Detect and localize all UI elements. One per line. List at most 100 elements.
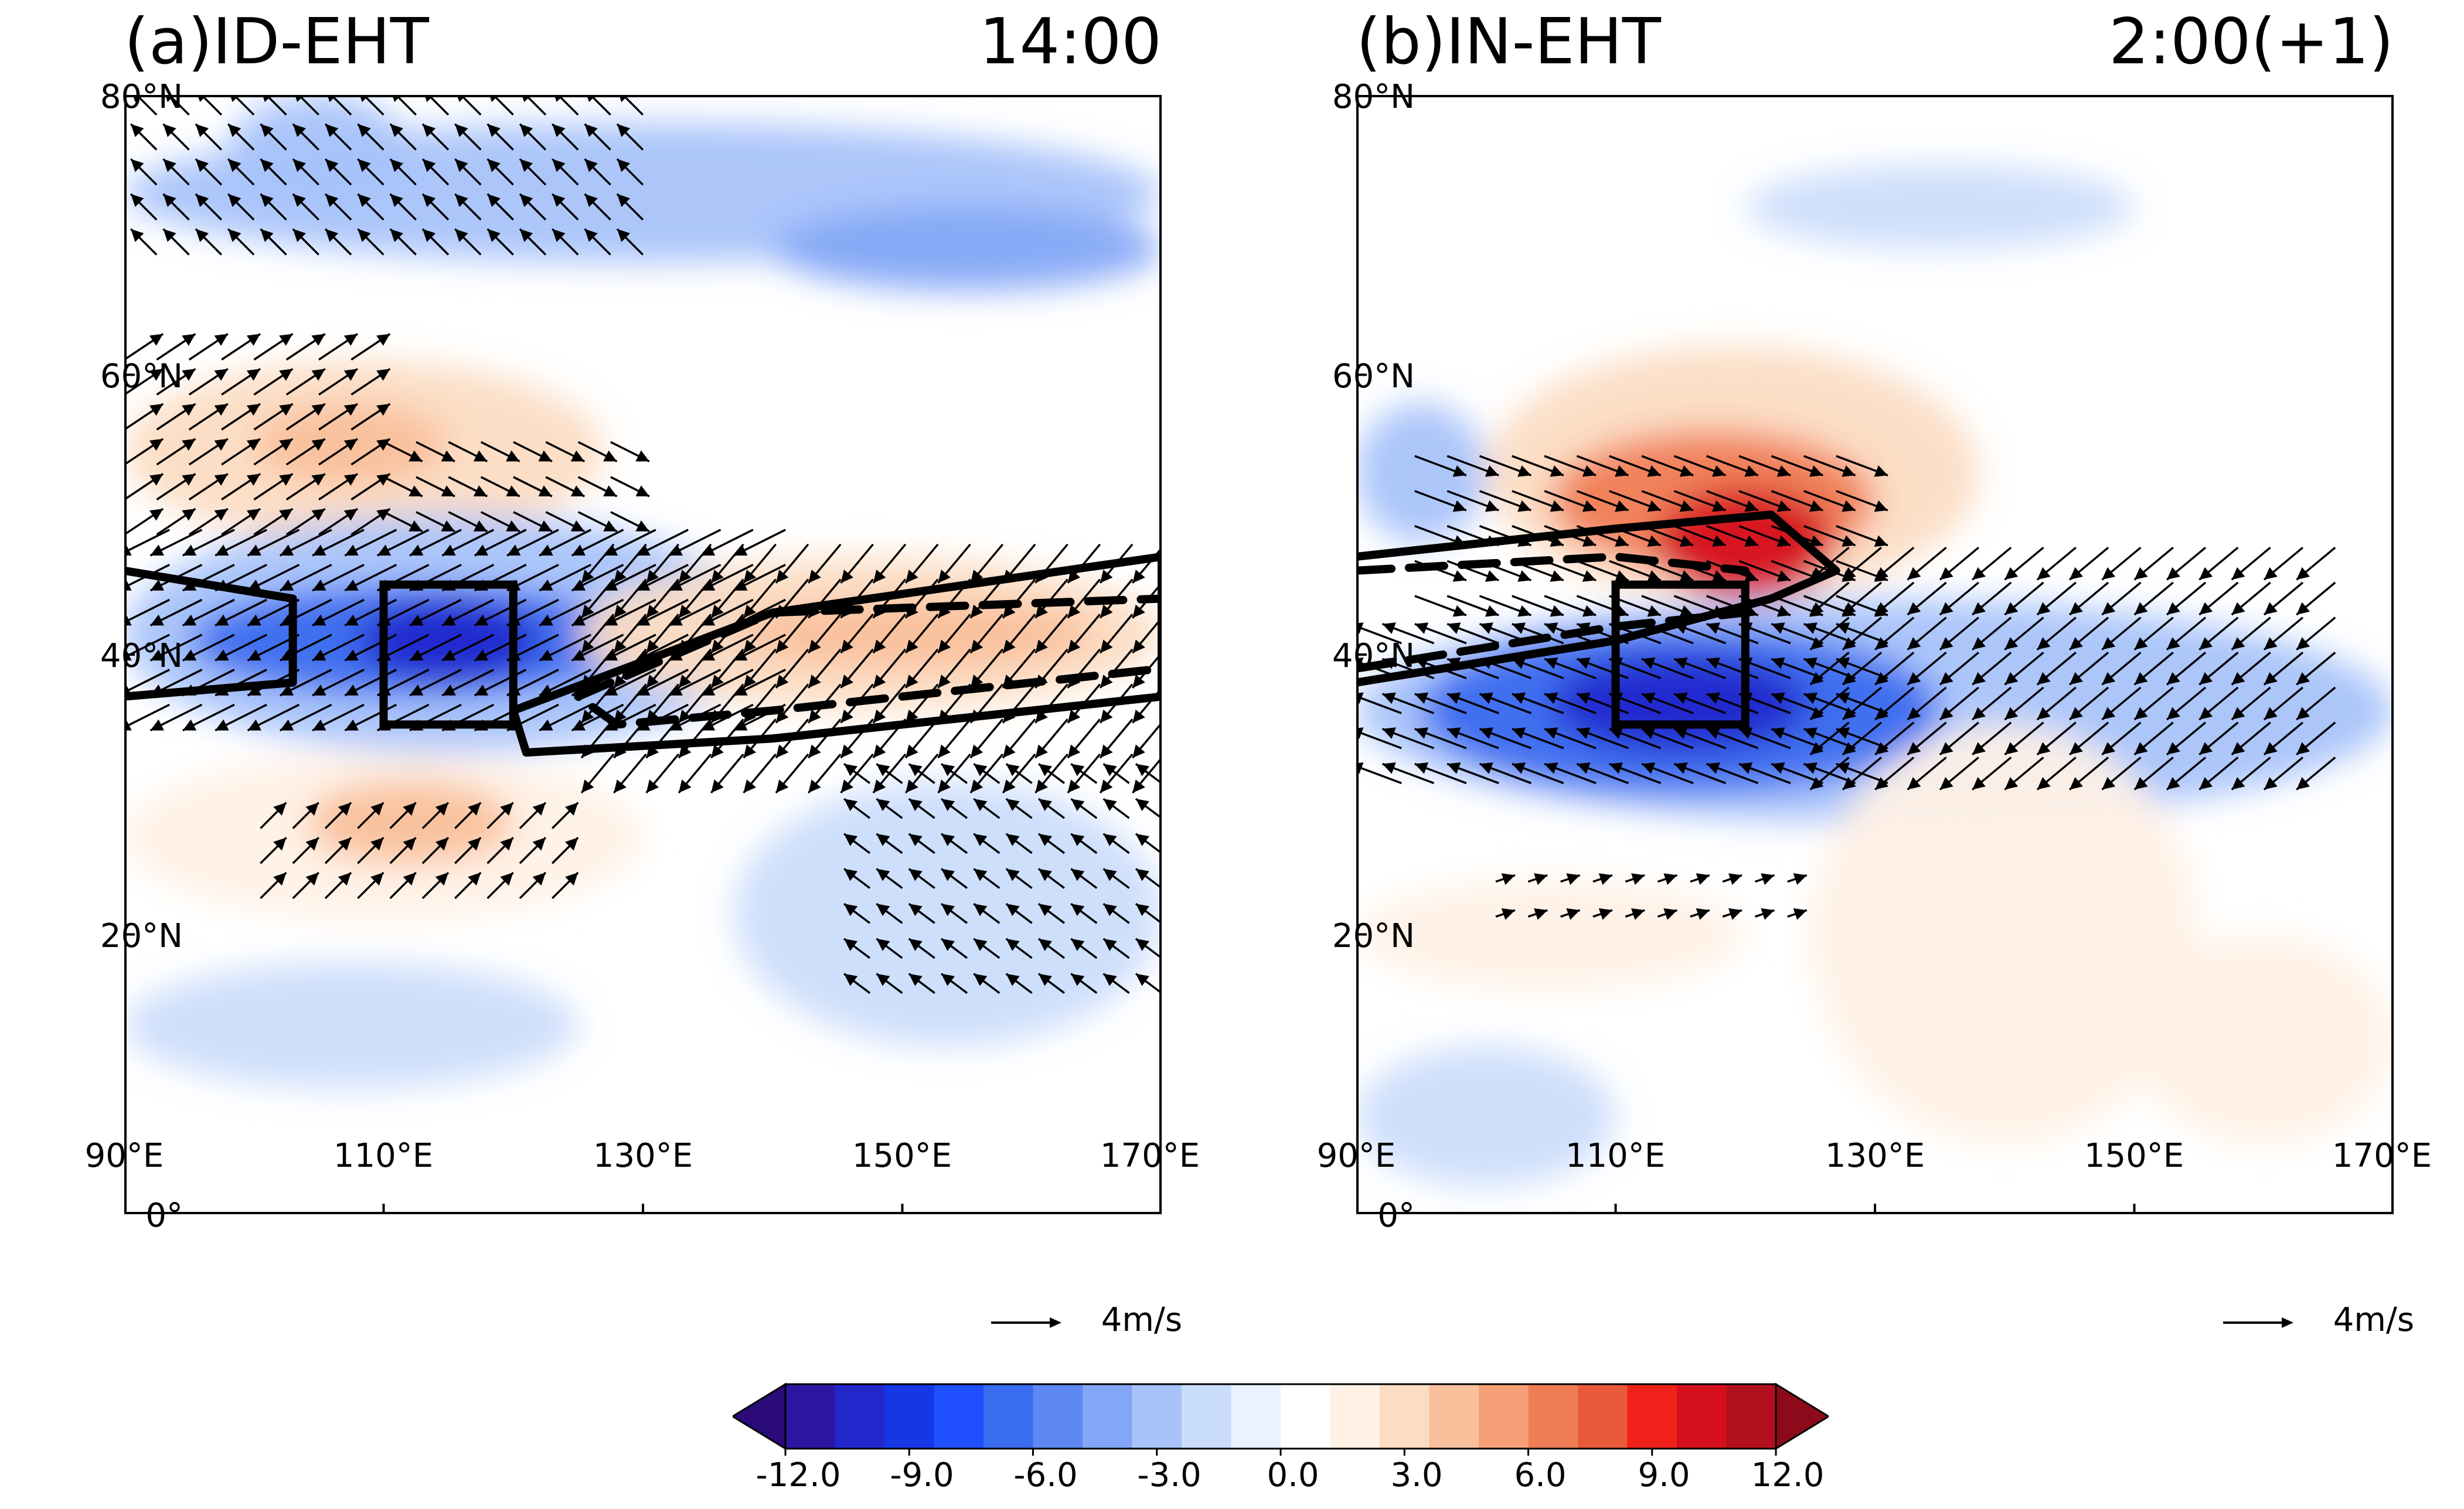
wind-arrow — [1447, 455, 1499, 477]
wind-arrow — [645, 753, 680, 794]
wind-arrow — [1874, 757, 1915, 791]
wind-arrow — [1135, 902, 1162, 924]
wind-arrow — [940, 938, 968, 959]
wind-arrow — [1512, 657, 1564, 680]
wind-arrow — [2198, 616, 2239, 651]
wind-arrow — [1544, 762, 1597, 785]
wind-arrow — [1479, 595, 1532, 617]
wind-arrow — [1673, 622, 1726, 645]
wind-arrow — [421, 837, 450, 864]
wind-arrow — [163, 95, 190, 116]
wind-arrow — [1874, 721, 1915, 756]
colorbar-bin — [983, 1384, 1033, 1449]
wind-arrow — [2198, 686, 2239, 721]
wind-arrow — [285, 333, 326, 361]
wind-arrow — [1722, 873, 1743, 885]
wind-arrow — [1005, 973, 1033, 994]
wind-arrow — [1939, 721, 1979, 756]
wind-arrow — [1754, 908, 1775, 920]
wind-arrow — [552, 228, 579, 256]
wind-arrow — [645, 718, 680, 759]
wind-arrow — [2263, 581, 2304, 616]
wind-arrow — [2101, 581, 2142, 616]
wind-arrow — [1135, 938, 1162, 959]
colorbar-bin — [785, 1384, 835, 1449]
wind-arrow — [617, 95, 644, 116]
wind-arrow — [195, 95, 223, 116]
wind-arrow — [2004, 652, 2044, 686]
wind-arrow — [383, 476, 423, 498]
wind-arrow — [285, 473, 326, 500]
wind-arrow — [162, 158, 190, 186]
wind-arrow — [513, 441, 553, 462]
wind-arrow — [1907, 652, 1947, 686]
wind-arrow — [1842, 652, 1882, 686]
wind-arrow — [324, 837, 352, 864]
wind-arrow — [1625, 873, 1645, 885]
wind-arrow — [584, 193, 611, 221]
wind-arrow — [636, 529, 689, 557]
wind-arrow — [421, 871, 450, 900]
wind-arrow — [1447, 595, 1499, 617]
wind-arrow — [701, 633, 754, 662]
wind-arrow — [195, 123, 223, 151]
wind-arrow — [940, 833, 968, 854]
wind-arrow — [908, 798, 935, 819]
wind-arrow — [876, 938, 903, 959]
wind-arrow — [1512, 762, 1564, 785]
colorbar-tick-label: 9.0 — [1638, 1456, 1690, 1494]
wind-arrow — [215, 529, 267, 557]
wind-arrow — [1034, 718, 1068, 759]
wind-arrow — [743, 753, 777, 794]
wind-arrow — [1874, 652, 1915, 686]
wind-arrow — [1609, 727, 1662, 750]
colorbar-tick-label: -3.0 — [1137, 1456, 1202, 1494]
wind-arrow — [1447, 762, 1499, 785]
wind-arrow — [1874, 686, 1915, 721]
wind-arrow — [701, 598, 754, 626]
wind-arrow — [1447, 622, 1499, 645]
wind-arrow — [292, 837, 319, 864]
wind-arrow — [1102, 833, 1130, 854]
wind-arrow — [423, 95, 450, 116]
wind-arrow — [1939, 686, 1979, 721]
wind-arrow — [1673, 657, 1726, 680]
wind-arrow — [344, 529, 397, 557]
colorbar-bin — [1677, 1384, 1727, 1449]
wind-arrow — [743, 614, 777, 654]
colorbar-bin — [1429, 1384, 1479, 1449]
wind-arrow — [285, 403, 326, 431]
wind-arrow — [1512, 692, 1564, 714]
wind-arrow — [1706, 490, 1759, 512]
wind-arrow — [1070, 868, 1098, 889]
wind-arrow — [1414, 622, 1467, 645]
wind-arrow — [904, 718, 939, 759]
colorbar-tick-label: -12.0 — [755, 1456, 841, 1494]
wind-arrow — [1609, 560, 1662, 582]
wind-arrow — [571, 633, 624, 662]
wind-arrow — [807, 753, 842, 794]
map-layers — [1356, 165, 2394, 1187]
wind-arrow — [1002, 578, 1036, 619]
wind-arrow — [519, 228, 547, 256]
wind-arrow — [480, 476, 520, 498]
wind-arrow — [1809, 652, 1850, 686]
wind-arrow — [2036, 757, 2077, 791]
colorbar-bin — [934, 1384, 984, 1449]
wind-arrow — [357, 158, 384, 186]
wind-arrow — [775, 648, 809, 689]
panel-b-ytick: 20°N — [1332, 917, 1415, 955]
wind-arrow — [1874, 546, 1915, 581]
wind-arrow — [843, 868, 871, 889]
wind-arrow — [1842, 757, 1882, 791]
panel-a-xtick: 110°E — [333, 1137, 434, 1175]
colorbar-bin — [1281, 1384, 1330, 1449]
wind-arrow — [124, 438, 164, 466]
wind-arrow — [2166, 652, 2207, 686]
wind-arrow — [604, 564, 656, 592]
wind-arrow — [2036, 546, 2077, 581]
wind-arrow — [552, 837, 579, 864]
wind-arrow — [1544, 560, 1597, 582]
wind-arrow — [973, 798, 1000, 819]
wind-arrow — [182, 633, 235, 662]
